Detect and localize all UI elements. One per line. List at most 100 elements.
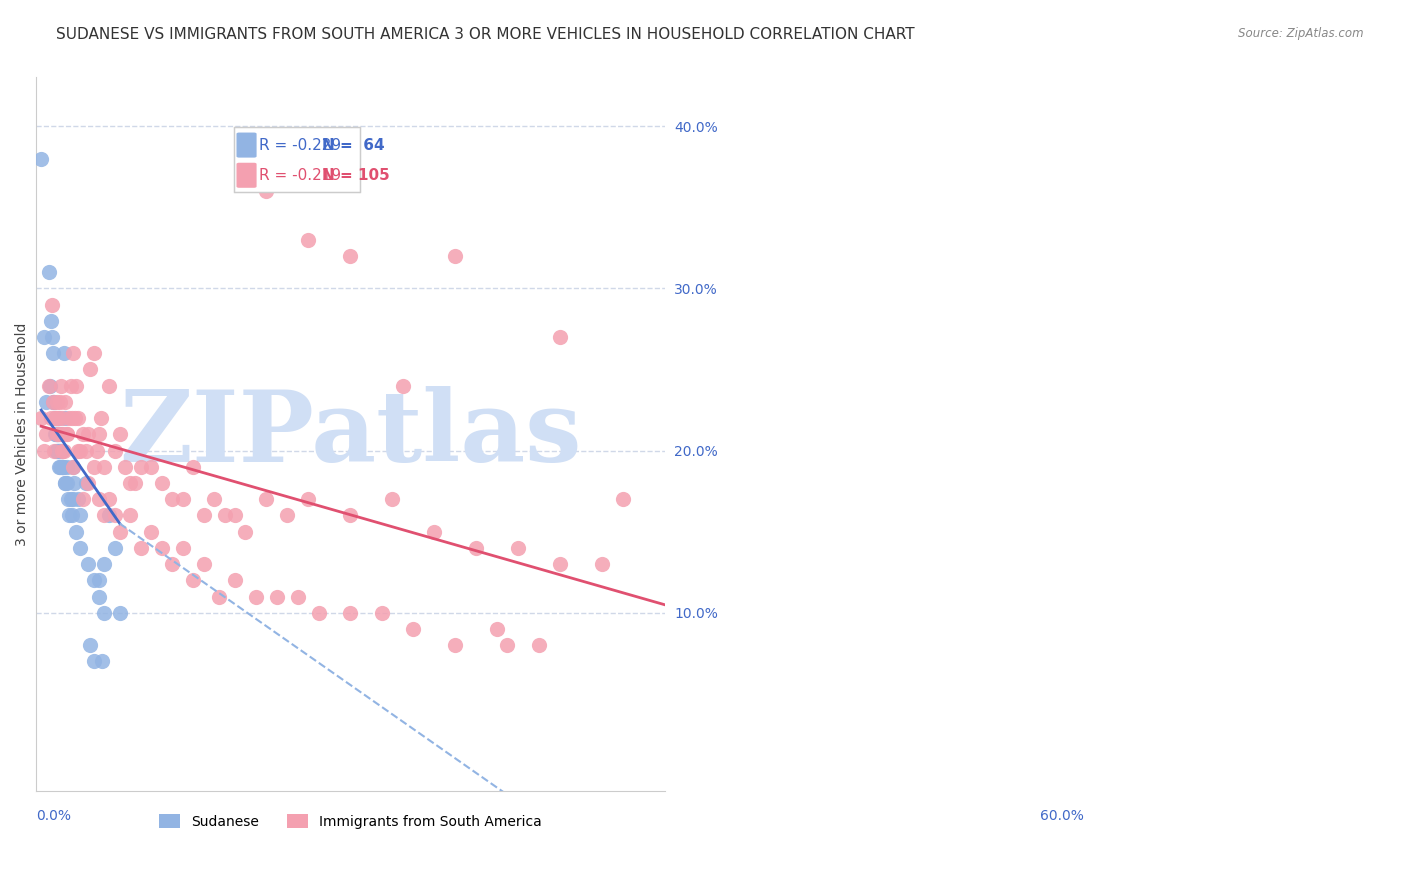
Point [548, 330, 571, 344]
Point [53, 476, 76, 491]
Point [59, 378, 82, 392]
Point [38, 378, 60, 392]
Point [48, 411, 70, 425]
Point [65, 524, 87, 539]
Point [56, 476, 79, 491]
Point [141, 524, 163, 539]
Point [108, 524, 131, 539]
Point [58, 411, 80, 425]
Point [91, 655, 114, 669]
Point [124, 476, 146, 491]
Point [402, 622, 425, 636]
Point [160, 492, 183, 507]
Point [45, 443, 67, 458]
Point [465, 541, 488, 555]
Point [266, 590, 288, 604]
Point [83, 655, 105, 669]
Point [62, 459, 84, 474]
Point [45, 427, 67, 442]
Point [98, 508, 121, 523]
Point [339, 249, 361, 263]
Point [48, 459, 70, 474]
Point [49, 443, 72, 458]
Point [62, 346, 84, 360]
Point [339, 606, 361, 620]
Point [42, 395, 65, 409]
Point [114, 459, 136, 474]
Point [59, 492, 82, 507]
Point [46, 443, 69, 458]
Point [45, 427, 67, 442]
Text: 60.0%: 60.0% [1040, 809, 1084, 823]
Point [72, 492, 94, 507]
Point [103, 508, 125, 523]
Point [35, 427, 58, 442]
Point [52, 459, 75, 474]
Point [181, 574, 204, 588]
Point [48, 427, 70, 442]
Point [45, 443, 67, 458]
Point [49, 459, 72, 474]
Point [93, 557, 115, 571]
Point [276, 508, 298, 523]
Point [34, 443, 56, 458]
Point [120, 476, 142, 491]
Point [75, 476, 97, 491]
Point [66, 492, 89, 507]
Point [108, 427, 131, 442]
Point [41, 395, 63, 409]
Point [485, 622, 508, 636]
Point [44, 411, 66, 425]
Point [56, 459, 79, 474]
Point [83, 459, 105, 474]
Point [49, 443, 72, 458]
Point [60, 411, 83, 425]
Point [53, 411, 76, 425]
Point [87, 492, 110, 507]
Point [224, 574, 246, 588]
Point [93, 459, 115, 474]
Point [77, 427, 100, 442]
Point [51, 459, 73, 474]
Legend: Sudanese, Immigrants from South America: Sudanese, Immigrants from South America [153, 808, 547, 834]
Point [79, 638, 101, 652]
Point [30, 411, 52, 425]
Point [45, 395, 67, 409]
Point [120, 508, 142, 523]
Point [103, 443, 125, 458]
Point [172, 541, 194, 555]
Text: Source: ZipAtlas.com: Source: ZipAtlas.com [1239, 27, 1364, 40]
Point [53, 476, 76, 491]
Point [56, 427, 79, 442]
Point [48, 443, 70, 458]
Point [53, 395, 76, 409]
Point [49, 427, 72, 442]
Point [49, 395, 72, 409]
Point [172, 492, 194, 507]
Point [193, 508, 215, 523]
Point [77, 476, 100, 491]
Point [444, 638, 467, 652]
Point [48, 427, 70, 442]
Point [58, 492, 80, 507]
Point [66, 411, 89, 425]
Point [98, 492, 121, 507]
Point [49, 443, 72, 458]
Point [52, 459, 75, 474]
Point [98, 378, 121, 392]
Point [41, 346, 63, 360]
Point [77, 557, 100, 571]
Point [423, 524, 446, 539]
Point [181, 459, 204, 474]
Point [308, 606, 330, 620]
Point [129, 541, 152, 555]
Point [39, 314, 62, 328]
Point [65, 378, 87, 392]
Point [53, 346, 76, 360]
Point [51, 459, 73, 474]
Point [38, 378, 60, 392]
Point [39, 411, 62, 425]
Point [30, 152, 52, 166]
Text: ZIPatlas: ZIPatlas [120, 386, 582, 483]
Point [41, 297, 63, 311]
